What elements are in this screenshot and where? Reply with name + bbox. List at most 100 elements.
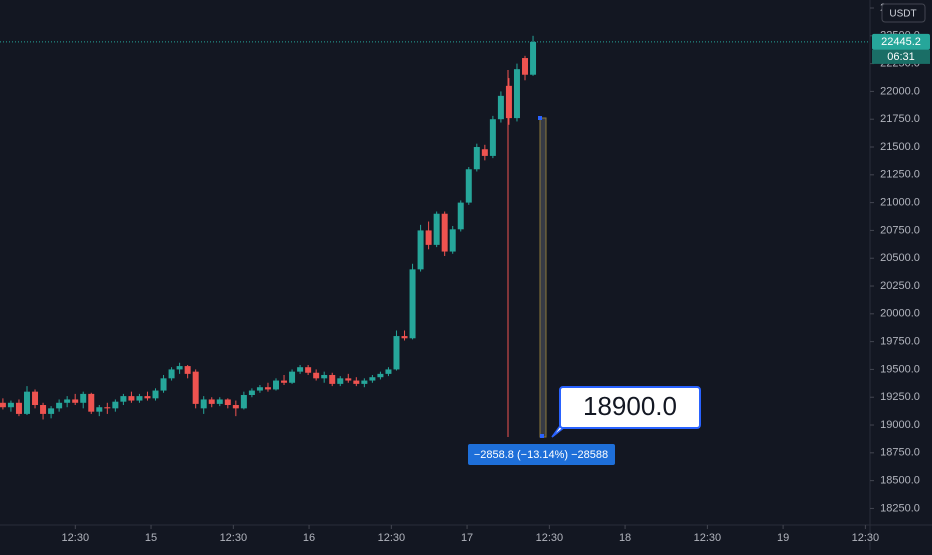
measure-handle [540,434,544,438]
candle-body [297,367,304,372]
candle-body [152,390,159,399]
x-tick-label: 15 [145,532,157,544]
y-tick-label: 21000.0 [880,197,920,209]
y-tick-label: 18750.0 [880,447,920,459]
candle-body [48,408,55,414]
candle-body [522,58,529,75]
countdown-box [872,49,930,64]
measure-handle [538,116,542,120]
candle-body [184,366,191,374]
candle-body [224,399,231,406]
y-tick-label: 18250.0 [880,502,920,514]
candle-body [120,396,127,402]
y-tick-label: 20250.0 [880,280,920,292]
countdown: 06:31 [887,51,915,63]
measure-label: −2858.8 (−13.14%) −28588 [474,449,608,461]
candle-body [192,371,199,404]
y-tick-label: 21750.0 [880,113,920,125]
candle-body [40,405,47,414]
candle-body [369,377,376,381]
candle-body [88,393,95,412]
currency-box [881,3,926,23]
candle-body [96,407,103,412]
measure-range [539,117,547,438]
callout-text: 18900.0 [583,391,677,421]
candle-body [160,378,167,391]
candle-body [377,373,384,378]
candle-body [505,85,512,119]
candle-body [473,147,480,170]
candle-body [128,396,135,401]
candle-body [385,369,392,374]
y-tick-label: 19750.0 [880,336,920,348]
candle-body [425,230,432,245]
candle-body [176,366,183,370]
candle-body [32,391,39,406]
candle-body [489,119,496,156]
candle-body [200,399,207,409]
candle-body [248,390,255,396]
currency: USDT [889,9,916,20]
y-tick-label: 19250.0 [880,391,920,403]
x-tick-label: 19 [777,532,789,544]
candle-body [264,387,271,390]
candle-body [80,393,87,403]
x-tick-label: 12:30 [694,532,722,544]
y-tick-label: 18500.0 [880,475,920,487]
candle-body [481,149,488,156]
y-tick-label: 21500.0 [880,141,920,153]
candle-body [208,399,215,404]
candle-body [281,380,288,383]
candle-body [289,371,296,383]
candle-body [409,269,416,339]
candle-body [313,372,320,379]
x-tick-label: 12:30 [220,532,248,544]
candle-body [497,95,504,120]
candle-body [513,69,520,119]
candle-body [433,213,440,245]
candle-body [337,378,344,384]
y-tick-label: 20500.0 [880,252,920,264]
candle-body [345,378,352,381]
candle-body [112,401,119,409]
x-tick-label: 17 [461,532,473,544]
candle-body [530,41,537,75]
candle-body [441,213,448,252]
candle-body [465,169,472,203]
candle-body [136,396,143,401]
x-tick-label: 18 [619,532,631,544]
candle-body [321,374,328,379]
candle-body [329,374,336,384]
y-tick-label: 19500.0 [880,363,920,375]
y-tick-label: 22000.0 [880,85,920,97]
y-tick-label: 21250.0 [880,169,920,181]
candle-body [72,399,79,403]
x-tick-label: 12:30 [378,532,406,544]
candle-body [353,380,360,384]
candle-body [0,402,6,408]
candle-body [457,202,464,230]
candle-body [361,380,368,384]
candle-body [7,402,14,408]
y-tick-label: 20000.0 [880,308,920,320]
candle-body [144,396,151,399]
x-tick-label: 16 [303,532,315,544]
candle-body [393,336,400,370]
candle-body [232,405,239,409]
price-label: 22445.2 [881,36,921,48]
y-tick-label: 19000.0 [880,419,920,431]
candle-body [216,399,223,404]
candle-body [449,229,456,252]
candle-body [23,391,30,414]
candle-body [305,367,312,373]
candle-body [401,336,408,339]
candle-body [417,230,424,270]
x-tick-label: 12:30 [536,532,564,544]
candle-body [272,380,279,390]
candle-body [56,402,63,409]
candle-body [240,395,247,409]
price-box [872,33,930,50]
candle-body [104,407,111,409]
y-tick-label: 20750.0 [880,224,920,236]
